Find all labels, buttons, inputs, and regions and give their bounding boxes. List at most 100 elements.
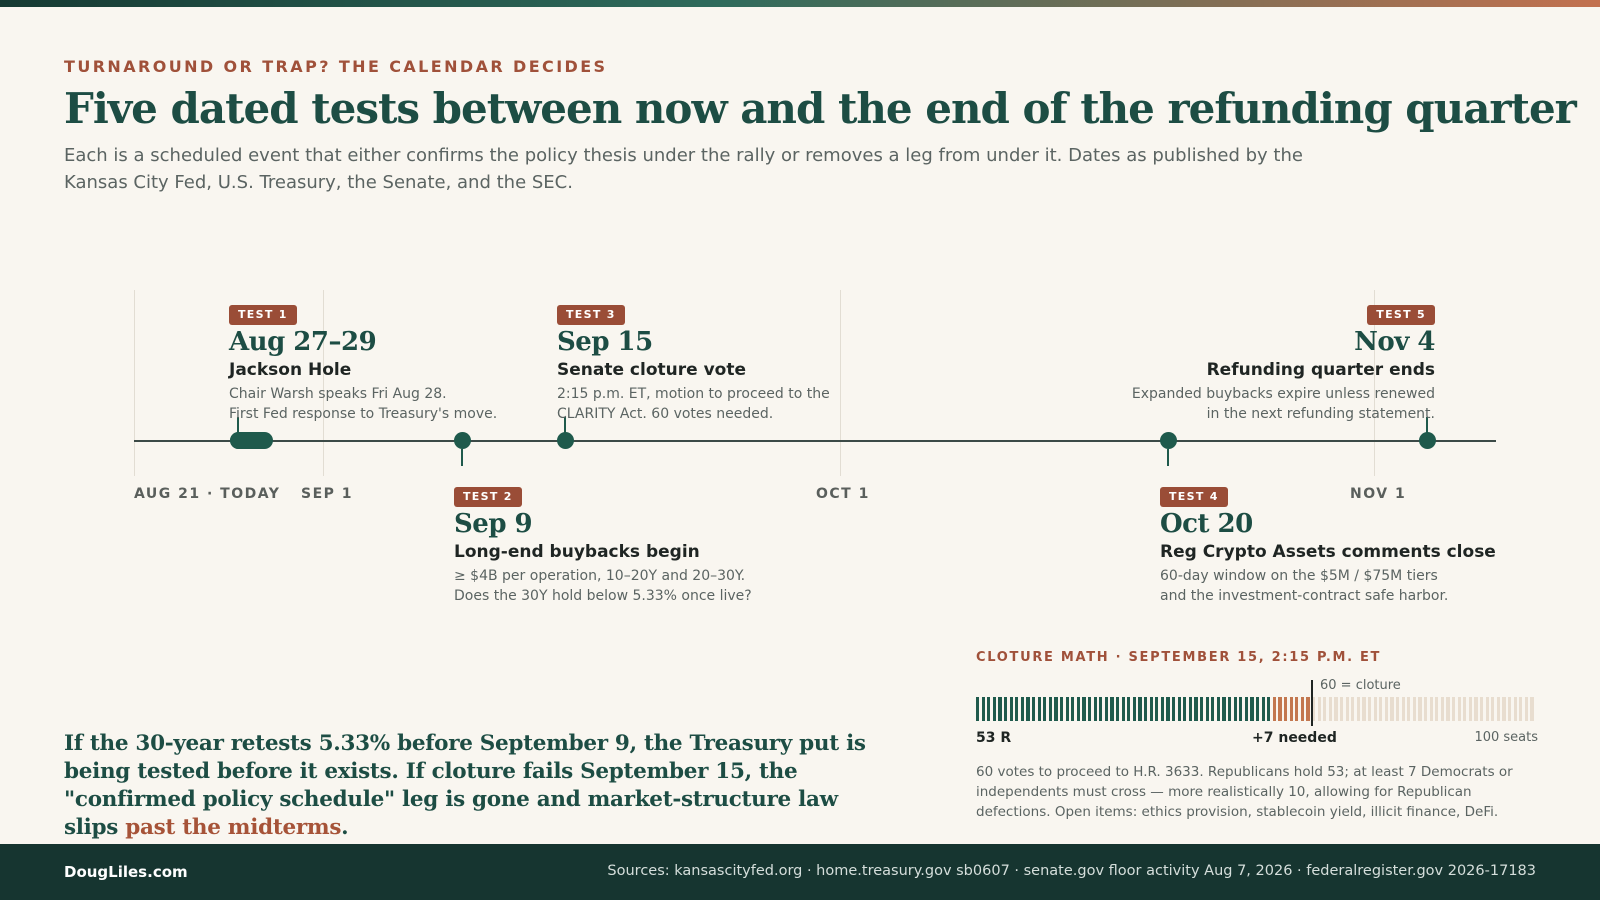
footer: DougLiles.com Sources: kansascityfed.org…: [0, 844, 1600, 900]
axis-label-oct1: OCT 1: [816, 486, 870, 502]
seat-mark: [1200, 697, 1204, 721]
seat-mark: [1144, 697, 1148, 721]
event-desc-line: Does the 30Y hold below 5.33% once live?: [454, 588, 752, 604]
event-desc-line: ≥ $4B per operation, 10–20Y and 20–30Y.: [454, 568, 746, 584]
seat-mark: [1407, 697, 1411, 721]
seat-mark: [1104, 697, 1108, 721]
event-title: Senate cloture vote: [557, 360, 746, 380]
seat-mark: [1054, 697, 1058, 721]
seat-mark: [1116, 697, 1120, 721]
event-date: Nov 4: [1354, 327, 1435, 357]
event-desc-line: Chair Warsh speaks Fri Aug 28.: [229, 386, 447, 402]
kicker: TURNAROUND OR TRAP? THE CALENDAR DECIDES: [64, 57, 608, 76]
event-desc-line: First Fed response to Treasury's move.: [229, 406, 498, 422]
event-desc-line: and the investment-contract safe harbor.: [1160, 588, 1449, 604]
seat-mark: [1496, 697, 1500, 721]
seat-mark: [1317, 697, 1321, 721]
seat-mark: [1452, 697, 1456, 721]
seat-mark: [976, 697, 980, 721]
event-date: Oct 20: [1160, 509, 1253, 539]
seat-mark: [1429, 697, 1433, 721]
event-badge: TEST 1: [229, 305, 297, 325]
seat-mark: [1177, 697, 1181, 721]
seat-mark: [1401, 697, 1405, 721]
seat-mark: [1435, 697, 1439, 721]
event-test4: TEST 4 Oct 20 Reg Crypto Assets comments…: [1160, 485, 1600, 606]
seat-mark: [1110, 697, 1114, 721]
gridline-oct1: [840, 290, 841, 476]
seat-mark: [1379, 697, 1383, 721]
seat-mark: [1412, 697, 1416, 721]
seat-mark: [1463, 697, 1467, 721]
event-desc-line: Expanded buybacks expire unless renewed: [1131, 386, 1435, 402]
seat-mark: [1530, 697, 1534, 721]
top-accent-bar: [0, 0, 1600, 7]
brand-link[interactable]: DougLiles.com: [64, 863, 188, 881]
seat-bar: [976, 697, 1538, 721]
seat-mark: [1233, 697, 1237, 721]
seat-mark: [998, 697, 1002, 721]
event-desc-line: in the next refunding statement.: [1206, 406, 1435, 422]
event-title: Long-end buybacks begin: [454, 542, 700, 562]
event-desc-line: 2:15 p.m. ET, motion to proceed to the: [557, 386, 830, 402]
event-title: Refunding quarter ends: [1206, 360, 1435, 380]
seat-mark: [1345, 697, 1349, 721]
event-date: Sep 15: [557, 327, 653, 357]
seat-mark: [1323, 697, 1327, 721]
seat-mark: [1082, 697, 1086, 721]
event-description: Expanded buybacks expire unless renewed …: [995, 384, 1435, 424]
seat-mark: [1485, 697, 1489, 721]
seat-mark: [1295, 697, 1299, 721]
marker-stem-test3: [564, 417, 566, 434]
seat-mark: [1183, 697, 1187, 721]
seat-mark: [1356, 697, 1360, 721]
seat-mark: [1160, 697, 1164, 721]
seat-mark: [1166, 697, 1170, 721]
seat-mark: [1015, 697, 1019, 721]
seat-mark: [1032, 697, 1036, 721]
marker-stem-test4: [1167, 449, 1169, 466]
gridline-nov1: [1374, 290, 1375, 476]
seat-mark: [1037, 697, 1041, 721]
seat-mark: [1474, 697, 1478, 721]
seat-mark: [1127, 697, 1131, 721]
event-badge: TEST 5: [1367, 305, 1435, 325]
seat-mark: [1368, 697, 1372, 721]
seat-mark: [1088, 697, 1092, 721]
seat-mark: [1491, 697, 1495, 721]
seat-mark: [1244, 697, 1248, 721]
sources-text: Sources: kansascityfed.org · home.treasu…: [607, 863, 1536, 879]
event-description: 2:15 p.m. ET, motion to proceed to the C…: [557, 384, 997, 424]
seat-mark: [1026, 697, 1030, 721]
seat-mark: [1004, 697, 1008, 721]
event-title: Reg Crypto Assets comments close: [1160, 542, 1496, 562]
seat-mark: [1340, 697, 1344, 721]
seat-mark: [1440, 697, 1444, 721]
seat-mark: [1155, 697, 1159, 721]
seat-mark: [1048, 697, 1052, 721]
event-test3: TEST 3 Sep 15 Senate cloture vote 2:15 p…: [557, 303, 997, 424]
seat-mark: [1060, 697, 1064, 721]
seat-mark: [1508, 697, 1512, 721]
seat-mark: [1480, 697, 1484, 721]
seat-mark: [992, 697, 996, 721]
seat-mark: [1138, 697, 1142, 721]
marker-test3: [556, 432, 574, 449]
seat-mark: [1149, 697, 1153, 721]
axis-label-nov1: NOV 1: [1350, 486, 1407, 502]
seat-mark: [1300, 697, 1304, 721]
event-desc-line: 60-day window on the $5M / $75M tiers: [1160, 568, 1438, 584]
seat-mark: [1076, 697, 1080, 721]
event-description: Chair Warsh speaks Fri Aug 28. First Fed…: [229, 384, 669, 424]
seat-mark: [981, 697, 985, 721]
marker-stem-test1: [237, 417, 239, 434]
seat-mark: [1211, 697, 1215, 721]
cloture-panel: CLOTURE MATH · SEPTEMBER 15, 2:15 P.M. E…: [976, 650, 1538, 820]
seat-mark: [1524, 697, 1528, 721]
axis-label-today: AUG 21 · TODAY: [134, 486, 281, 502]
seat-mark: [1351, 697, 1355, 721]
event-date: Sep 9: [454, 509, 533, 539]
seat-mark: [1373, 697, 1377, 721]
seat-mark: [1261, 697, 1265, 721]
seat-mark: [1071, 697, 1075, 721]
